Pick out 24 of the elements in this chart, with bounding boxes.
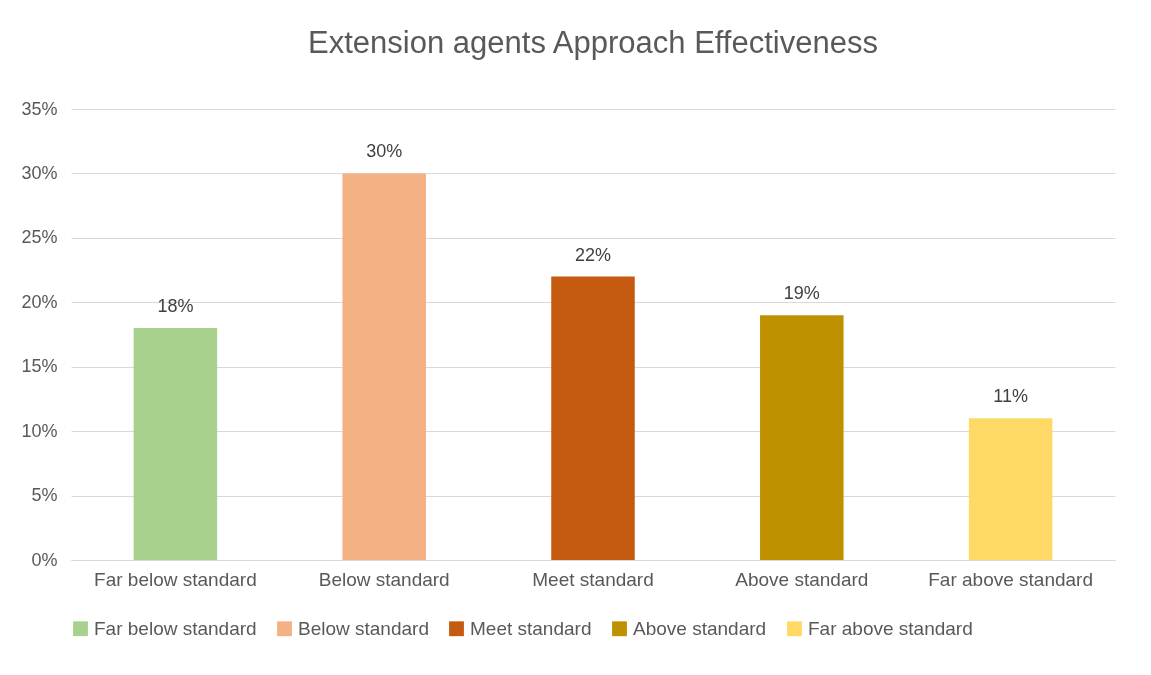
y-tick-label: 15%	[21, 356, 58, 377]
y-tick-label: 0%	[31, 549, 58, 570]
y-tick-label: 20%	[21, 291, 58, 312]
y-tick-label: 5%	[31, 485, 58, 506]
chart-title: Extension agents Approach Effectiveness	[308, 25, 878, 60]
legend-label: Far below standard	[94, 617, 257, 639]
y-tick-label: 25%	[21, 227, 58, 248]
data-label: 18%	[157, 296, 194, 317]
data-label: 19%	[783, 283, 820, 304]
legend-label: Above standard	[633, 617, 767, 639]
x-tick-label: Meet standard	[532, 568, 654, 590]
y-tick-label: 10%	[21, 420, 58, 441]
data-label: 30%	[366, 141, 403, 162]
legend-label: Below standard	[298, 617, 429, 639]
data-label: 11%	[993, 386, 1028, 407]
y-tick-label: 35%	[21, 98, 58, 119]
x-tick-label: Above standard	[735, 568, 869, 590]
data-label: 22%	[574, 244, 612, 265]
x-tick-label: Below standard	[318, 568, 450, 590]
legend-label: Meet standard	[470, 617, 592, 639]
x-tick-label: Far below standard	[94, 568, 257, 590]
x-tick-label: Far above standard	[928, 568, 1093, 590]
y-tick-label: 30%	[21, 162, 58, 183]
legend-label: Far above standard	[808, 617, 973, 639]
